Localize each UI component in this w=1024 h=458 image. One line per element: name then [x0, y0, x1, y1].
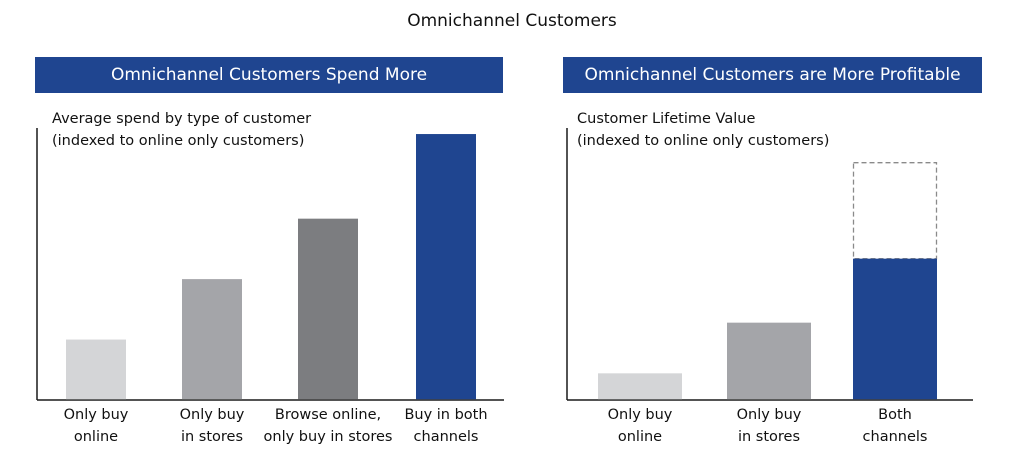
- right-subtitle-line-1: Customer Lifetime Value: [577, 111, 756, 127]
- right-category-label-3-line-2: channels: [863, 429, 928, 445]
- left-subtitle-line-1: Average spend by type of customer: [52, 111, 312, 127]
- left-bar-1: [66, 339, 126, 400]
- right-category-label-3-line-1: Both: [878, 407, 912, 423]
- left-bar-4: [416, 134, 476, 400]
- right-category-label-2-line-2: in stores: [738, 429, 800, 445]
- left-category-label-1-line-1: Only buy: [64, 407, 129, 423]
- left-category-label-3-line-1: Browse online,: [275, 407, 381, 423]
- right-category-label-1-line-1: Only buy: [608, 407, 673, 423]
- left-category-label-2-line-1: Only buy: [180, 407, 245, 423]
- left-category-label-3-line-2: only buy in stores: [264, 429, 393, 445]
- left-subtitle-line-2: (indexed to online only customers): [52, 133, 305, 149]
- right-bar-potential-outline: [852, 162, 938, 260]
- left-category-label-2-line-2: in stores: [181, 429, 243, 445]
- left-panel-header: Omnichannel Customers Spend More: [35, 57, 503, 93]
- left-category-label-1-line-2: online: [74, 429, 118, 445]
- right-bar-1: [598, 373, 682, 400]
- right-bar-3: [853, 258, 937, 400]
- left-panel-subtitle: Average spend by type of customer (index…: [52, 108, 311, 152]
- right-panel-subtitle: Customer Lifetime Value (indexed to onli…: [577, 108, 829, 152]
- right-category-label-1-line-2: online: [618, 429, 662, 445]
- right-category-label-2-line-1: Only buy: [737, 407, 802, 423]
- right-bar-2: [727, 322, 811, 400]
- right-subtitle-line-2: (indexed to online only customers): [577, 133, 830, 149]
- left-category-label-4-line-1: Buy in both: [404, 407, 487, 423]
- right-panel-header: Omnichannel Customers are More Profitabl…: [563, 57, 982, 93]
- left-bar-3: [298, 218, 358, 400]
- right-bar-chart: Only buy online Only buy in stores Both chann…: [566, 128, 973, 445]
- left-category-label-4-line-2: channels: [414, 429, 479, 445]
- page-title: Omnichannel Customers: [407, 11, 617, 31]
- left-bar-2: [182, 279, 242, 400]
- left-bar-chart: Only buy online Only buy in stores Browse on…: [36, 128, 504, 445]
